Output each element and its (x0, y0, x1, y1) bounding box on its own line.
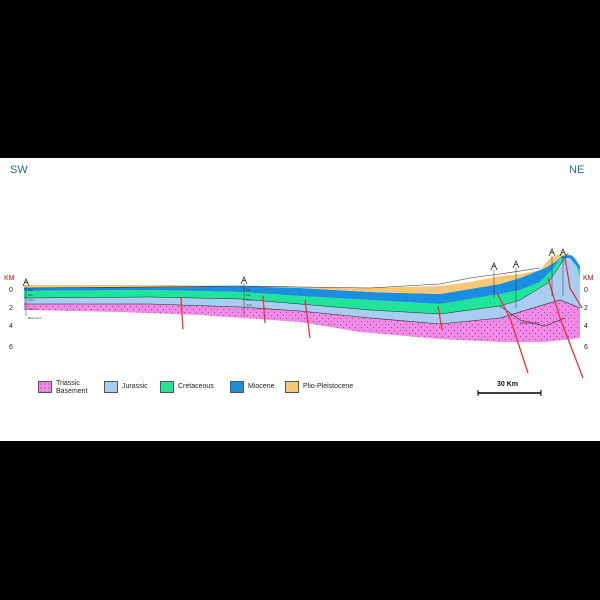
well-marker-6 (559, 247, 567, 257)
depth-tick-right-6: 6 (584, 344, 588, 351)
legend-swatch-miocene (230, 381, 244, 393)
jurassic-layer (24, 253, 580, 324)
legend-label-triassic: Triassic Basement (56, 380, 88, 395)
ne-direction-label: NE (569, 164, 585, 176)
well-label-1-1: Plio (28, 288, 33, 292)
well-label-1-4: Jura. F (28, 307, 38, 311)
fault-line-2 (262, 295, 266, 324)
miocene-base-horizon (499, 305, 566, 327)
miocene-layer (24, 255, 580, 304)
well-label-2-1: Plio (246, 288, 251, 292)
well-label-3-1: MOHO (A) TD (520, 321, 540, 325)
basement-top-horizon (24, 299, 581, 325)
well-markers (22, 247, 567, 316)
cretaceous-layer (24, 253, 580, 314)
legend-swatch-triassic (38, 381, 52, 393)
well-marker-1 (22, 277, 30, 287)
depth-tick-right-0: 0 (584, 287, 588, 294)
legend-swatch-plio (285, 381, 299, 393)
depth-unit-label-left: KM (4, 275, 15, 282)
well-label-2-2: Mio (246, 293, 251, 297)
fault-line-1 (180, 297, 184, 330)
depth-unit-label-right: KM (583, 275, 594, 282)
legend-label-cretaceous: Cretaceous (178, 383, 214, 390)
cretaceous-top-horizon (23, 252, 569, 315)
cross-section-panel: SW NE Plio Mio Cret. Jura. F Basement Plio Mio… (0, 158, 600, 441)
depth-tick-right-2: 2 (584, 305, 588, 312)
fault-line-3 (304, 299, 311, 339)
legend-swatch-cretaceous (160, 381, 174, 393)
ground-surface-line (23, 267, 541, 289)
well-marker-2 (240, 275, 248, 285)
depth-ticks-left: 0 2 4 6 (9, 287, 13, 351)
fault-line-5 (496, 292, 529, 374)
depth-tick-left-2: 2 (9, 305, 13, 312)
well-label-1-3: Cret. (28, 298, 35, 302)
sw-direction-label: SW (10, 164, 28, 176)
legend-label-plio: Plio-Pleistocene (303, 383, 354, 390)
well-marker-5 (548, 247, 556, 257)
depth-tick-right-4: 4 (584, 323, 588, 330)
depth-tick-left-6: 6 (9, 344, 13, 351)
legend-label-jurassic: Jurassic (122, 383, 148, 390)
depth-tick-left-0: 0 (9, 287, 13, 294)
well-label-2-3: Cret. (246, 298, 253, 302)
depth-ticks-right: 0 2 4 6 (584, 287, 588, 351)
legend-swatch-jurassic (104, 381, 118, 393)
fault-line-7 (564, 257, 583, 309)
fault-line-4 (437, 305, 443, 331)
depth-tick-left-4: 4 (9, 323, 13, 330)
scale-bar-label: 30 Km (497, 381, 518, 388)
well-label-1-5: Basement (28, 316, 42, 320)
well-label-1-2: Mio (28, 293, 33, 297)
well-marker-4 (512, 259, 520, 269)
well-marker-3 (490, 261, 498, 271)
legend-label-miocene: Miocene (248, 383, 275, 390)
well-label-2-4: Jura. (246, 303, 253, 307)
triassic-basement-layer (24, 300, 580, 342)
